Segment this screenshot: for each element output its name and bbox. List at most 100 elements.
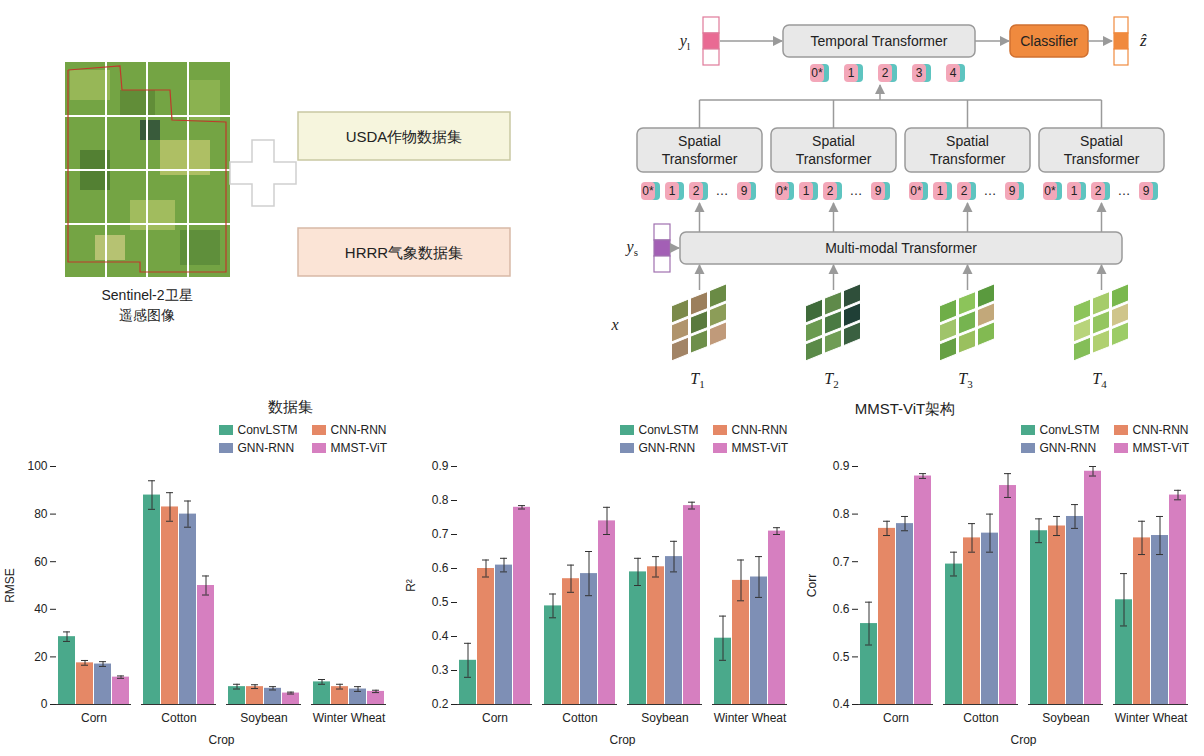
svg-text:Crop: Crop xyxy=(609,733,635,747)
svg-text:Winter Wheat: Winter Wheat xyxy=(714,711,787,725)
svg-text:yl: yl xyxy=(678,32,690,52)
svg-text:3: 3 xyxy=(916,66,923,80)
svg-text:0.5: 0.5 xyxy=(432,595,449,609)
svg-text:Corr: Corr xyxy=(805,574,819,597)
svg-text:Transformer: Transformer xyxy=(1064,151,1140,167)
html-text:CNN-RNN: CNN-RNN xyxy=(1132,423,1189,437)
svg-text:Transformer: Transformer xyxy=(662,151,738,167)
html-text:ConvLSTM: ConvLSTM xyxy=(1039,423,1100,437)
svg-text:0.9: 0.9 xyxy=(833,459,850,473)
svg-text:1: 1 xyxy=(803,184,810,198)
html-text:MMST-ViT: MMST-ViT xyxy=(731,441,788,455)
svg-text:Cotton: Cotton xyxy=(963,711,998,725)
svg-text:数据集: 数据集 xyxy=(268,398,313,415)
svg-text:Transformer: Transformer xyxy=(930,151,1006,167)
svg-text:Soybean: Soybean xyxy=(1042,711,1089,725)
svg-text:Spatial: Spatial xyxy=(678,133,721,149)
svg-text:Soybean: Soybean xyxy=(641,711,688,725)
svg-text:Winter Wheat: Winter Wheat xyxy=(313,711,386,725)
svg-text:0*: 0* xyxy=(642,184,654,198)
svg-text:Spatial: Spatial xyxy=(946,133,989,149)
svg-text:Cotton: Cotton xyxy=(562,711,597,725)
svg-text:0.3: 0.3 xyxy=(432,663,449,677)
svg-text:Corn: Corn xyxy=(81,711,107,725)
svg-text:遥感图像: 遥感图像 xyxy=(119,307,175,323)
svg-text:HRRR气象数据集: HRRR气象数据集 xyxy=(345,244,463,261)
html-text:CNN-RNN: CNN-RNN xyxy=(330,423,387,437)
svg-text:0.6: 0.6 xyxy=(432,561,449,575)
svg-text:0.7: 0.7 xyxy=(432,527,449,541)
svg-text:ys: ys xyxy=(625,238,638,258)
html-text:GNN-RNN: GNN-RNN xyxy=(638,441,696,455)
svg-text:2: 2 xyxy=(961,184,968,198)
svg-text:0*: 0* xyxy=(1044,184,1056,198)
svg-text:Sentinel-2卫星: Sentinel-2卫星 xyxy=(101,287,192,303)
svg-text:Temporal Transformer: Temporal Transformer xyxy=(811,33,948,49)
svg-text:Corn: Corn xyxy=(482,711,508,725)
svg-text:…: … xyxy=(984,183,997,198)
svg-text:Crop: Crop xyxy=(1010,733,1036,747)
svg-text:20: 20 xyxy=(34,650,48,664)
svg-text:9: 9 xyxy=(741,184,748,198)
svg-text:0.4: 0.4 xyxy=(432,629,449,643)
svg-text:0.2: 0.2 xyxy=(432,697,449,711)
svg-text:Classifier: Classifier xyxy=(1020,33,1078,49)
svg-text:0.8: 0.8 xyxy=(833,507,850,521)
svg-text:T3: T3 xyxy=(958,370,973,390)
svg-text:Soybean: Soybean xyxy=(240,711,287,725)
svg-text:0.9: 0.9 xyxy=(432,459,449,473)
svg-text:…: … xyxy=(1118,183,1131,198)
svg-text:0*: 0* xyxy=(910,184,922,198)
svg-text:x: x xyxy=(610,316,618,333)
svg-text:0.4: 0.4 xyxy=(833,697,850,711)
svg-text:MMST-ViT架构: MMST-ViT架构 xyxy=(855,400,956,417)
svg-text:2: 2 xyxy=(827,184,834,198)
svg-text:…: … xyxy=(850,183,863,198)
svg-text:0*: 0* xyxy=(811,66,823,80)
svg-text:4: 4 xyxy=(950,66,957,80)
svg-text:1: 1 xyxy=(1071,184,1078,198)
svg-text:0.7: 0.7 xyxy=(833,555,850,569)
svg-text:9: 9 xyxy=(875,184,882,198)
svg-text:Winter Wheat: Winter Wheat xyxy=(1115,711,1188,725)
svg-text:R²: R² xyxy=(404,579,418,592)
svg-text:100: 100 xyxy=(27,459,47,473)
svg-text:9: 9 xyxy=(1143,184,1150,198)
svg-text:RMSE: RMSE xyxy=(3,568,17,603)
svg-text:9: 9 xyxy=(1009,184,1016,198)
html-text:CNN-RNN: CNN-RNN xyxy=(731,423,788,437)
svg-text:0.8: 0.8 xyxy=(432,493,449,507)
html-text:MMST-ViT: MMST-ViT xyxy=(1132,441,1189,455)
svg-text:T4: T4 xyxy=(1092,370,1107,390)
svg-text:ẑ: ẑ xyxy=(1139,31,1147,50)
html-text:ConvLSTM: ConvLSTM xyxy=(638,423,699,437)
svg-text:Cotton: Cotton xyxy=(161,711,196,725)
svg-text:2: 2 xyxy=(882,66,889,80)
svg-text:2: 2 xyxy=(1095,184,1102,198)
svg-text:80: 80 xyxy=(34,507,48,521)
html-text:GNN-RNN: GNN-RNN xyxy=(237,441,295,455)
svg-text:0: 0 xyxy=(41,697,48,711)
svg-text:Spatial: Spatial xyxy=(1080,133,1123,149)
svg-text:60: 60 xyxy=(34,555,48,569)
svg-text:0*: 0* xyxy=(776,184,788,198)
svg-text:1: 1 xyxy=(848,66,855,80)
svg-text:Multi-modal Transformer: Multi-modal Transformer xyxy=(825,240,977,256)
html-text:ConvLSTM: ConvLSTM xyxy=(237,423,298,437)
svg-text:1: 1 xyxy=(669,184,676,198)
svg-text:T1: T1 xyxy=(690,370,704,390)
svg-text:2: 2 xyxy=(693,184,700,198)
svg-text:0.6: 0.6 xyxy=(833,602,850,616)
svg-text:0.5: 0.5 xyxy=(833,650,850,664)
svg-text:T2: T2 xyxy=(824,370,838,390)
svg-text:1: 1 xyxy=(937,184,944,198)
svg-text:USDA作物数据集: USDA作物数据集 xyxy=(346,128,463,145)
html-text:GNN-RNN: GNN-RNN xyxy=(1039,441,1097,455)
svg-text:Transformer: Transformer xyxy=(796,151,872,167)
svg-text:40: 40 xyxy=(34,602,48,616)
svg-text:…: … xyxy=(716,183,729,198)
svg-text:Crop: Crop xyxy=(208,733,234,747)
html-text:MMST-ViT: MMST-ViT xyxy=(330,441,387,455)
svg-text:Spatial: Spatial xyxy=(812,133,855,149)
svg-text:Corn: Corn xyxy=(883,711,909,725)
